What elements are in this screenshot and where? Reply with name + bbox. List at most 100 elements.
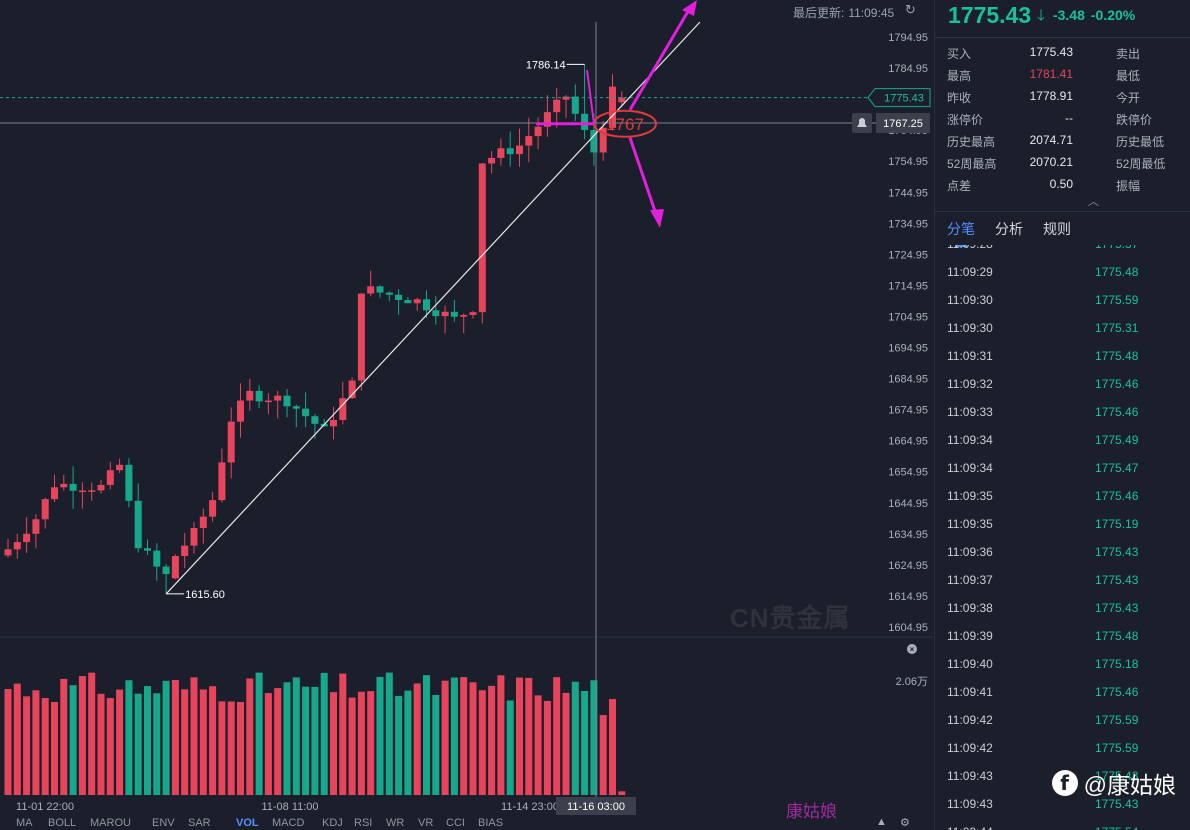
volume-axis-label: 2.06万	[896, 676, 928, 688]
candle-body	[134, 500, 142, 549]
crosshair-price-box	[876, 113, 930, 134]
volume-bar	[97, 693, 105, 795]
settings-icon[interactable]: ⚙	[900, 817, 910, 829]
bell-icon	[857, 118, 867, 128]
volume-bar	[571, 681, 579, 795]
indicator-env[interactable]: ENV	[152, 817, 175, 829]
tick-price: 1775.43	[1095, 573, 1139, 587]
y-axis-tick-label: 1634.95	[888, 529, 928, 541]
y-axis-tick-label: 1704.95	[888, 311, 928, 323]
candle-body	[311, 416, 319, 424]
volume-bar	[227, 701, 235, 795]
tick-price: 1775.48	[1095, 629, 1139, 643]
tick-time: 11:09:34	[947, 433, 993, 447]
tick-row: 11:09:43 1775.43	[935, 769, 1190, 789]
volume-bar	[69, 685, 77, 795]
candle-body	[423, 299, 430, 311]
indicator-boll[interactable]: BOLL	[48, 817, 77, 829]
indicator-bias[interactable]: BIAS	[478, 817, 504, 829]
indicator-vol[interactable]: VOL	[236, 817, 259, 829]
indicator-sar[interactable]: SAR	[188, 817, 211, 829]
y-axis-tick-label: 1714.95	[888, 280, 928, 292]
indicator-rsi[interactable]: RSI	[354, 817, 373, 829]
candle-body	[357, 293, 365, 381]
volume-bar	[171, 680, 179, 795]
tick-row: 11:09:31 1775.48	[935, 349, 1190, 369]
tick-time: 11:09:33	[947, 405, 993, 419]
high-marker-label: 1786.14	[526, 59, 566, 71]
arrow-down-icon: 🡓	[1037, 7, 1045, 24]
candle-body	[376, 286, 384, 293]
candle-body	[69, 483, 77, 491]
candle-body	[395, 294, 403, 301]
quote-label: 买入	[947, 47, 972, 61]
candle-body	[534, 126, 542, 137]
tab-active-underline	[955, 245, 967, 247]
tick-list[interactable]: 11:09:28 1775.37 11:09:29 1775.48 11:09:30 17…	[935, 245, 1190, 830]
volume-bar	[395, 695, 403, 795]
quote-value: 1778.91	[1029, 89, 1073, 103]
chart-canvas[interactable]: 1794.951784.951774.951764.951754.951744.…	[0, 0, 933, 830]
candle-body	[32, 519, 40, 534]
volume-bar	[506, 700, 514, 795]
volume-bar	[51, 701, 58, 795]
x-axis-label: 11-14 23:00	[501, 801, 559, 813]
refresh-icon[interactable]: ↻	[905, 2, 916, 17]
quote-label: 点差	[947, 179, 972, 193]
indicator-kdj[interactable]: KDJ	[322, 817, 343, 829]
volume-bar	[469, 682, 477, 795]
quote-value: 1781.41	[1029, 67, 1073, 81]
y-axis-tick-label: 1694.95	[888, 343, 928, 355]
candle-body	[599, 127, 607, 153]
collapse-icon[interactable]: ▲	[876, 817, 887, 828]
volume-bar	[618, 791, 626, 795]
candle-body	[218, 462, 226, 501]
tick-row: 11:09:44 1775.54	[935, 825, 1190, 830]
tab-ticks[interactable]: 分笔	[947, 221, 975, 237]
candle-body	[506, 148, 514, 155]
candle-body	[348, 380, 356, 399]
indicator-marou[interactable]: MAROU	[90, 817, 131, 829]
x-axis-label: 11-01 22:00	[16, 801, 74, 813]
indicator-wr[interactable]: WR	[386, 817, 405, 829]
indicator-vr[interactable]: VR	[418, 817, 434, 829]
volume-bar	[376, 676, 384, 795]
tick-price: 1775.59	[1095, 713, 1139, 727]
tick-price: 1775.46	[1095, 489, 1139, 503]
tick-row: 11:09:33 1775.46	[935, 405, 1190, 425]
quote-label: 52周最低	[1116, 157, 1166, 171]
volume-bar	[237, 701, 244, 795]
volume-bar	[209, 686, 217, 795]
tick-price: 1775.47	[1095, 461, 1139, 475]
tick-row: 11:09:42 1775.59	[935, 741, 1190, 761]
y-axis-tick-label: 1604.95	[888, 622, 928, 634]
tick-price: 1775.54	[1095, 825, 1138, 830]
tab-analysis[interactable]: 分析	[995, 221, 1023, 237]
candle-body	[97, 484, 105, 491]
indicator-macd[interactable]: MACD	[272, 817, 305, 829]
tab-rules[interactable]: 规则	[1043, 221, 1071, 237]
volume-bar	[255, 672, 263, 795]
y-axis-tick-label: 1724.95	[888, 249, 928, 261]
collapse-caret-icon[interactable]: ︿	[1088, 196, 1099, 208]
indicator-cci[interactable]: CCI	[446, 817, 465, 829]
volume-bar	[488, 685, 496, 795]
volume-bar	[534, 695, 542, 795]
quote-label: 历史最低	[1116, 135, 1165, 149]
last-price: 1775.43	[948, 2, 1032, 28]
tick-row: 11:09:43 1775.43	[935, 797, 1190, 817]
tick-price: 1775.49	[1095, 433, 1139, 447]
indicator-ma[interactable]: MA	[16, 817, 33, 829]
candle-body	[413, 299, 421, 304]
crosshair-time-label: 11-16 03:00	[567, 801, 625, 813]
candlestick-chart-panel[interactable]: 1794.951784.951774.951764.951754.951744.…	[0, 0, 933, 830]
volume-bar	[4, 688, 12, 795]
y-axis-tick-label: 1624.95	[888, 560, 928, 572]
candle-body	[125, 464, 133, 501]
tick-price: 1775.46	[1095, 685, 1139, 699]
volume-bar	[385, 672, 393, 795]
tick-price: 1775.46	[1095, 377, 1139, 391]
last-price-tag: 1775.43	[884, 93, 924, 105]
tick-time: 11:09:35	[947, 489, 993, 503]
tick-row: 11:09:36 1775.43	[935, 545, 1190, 565]
